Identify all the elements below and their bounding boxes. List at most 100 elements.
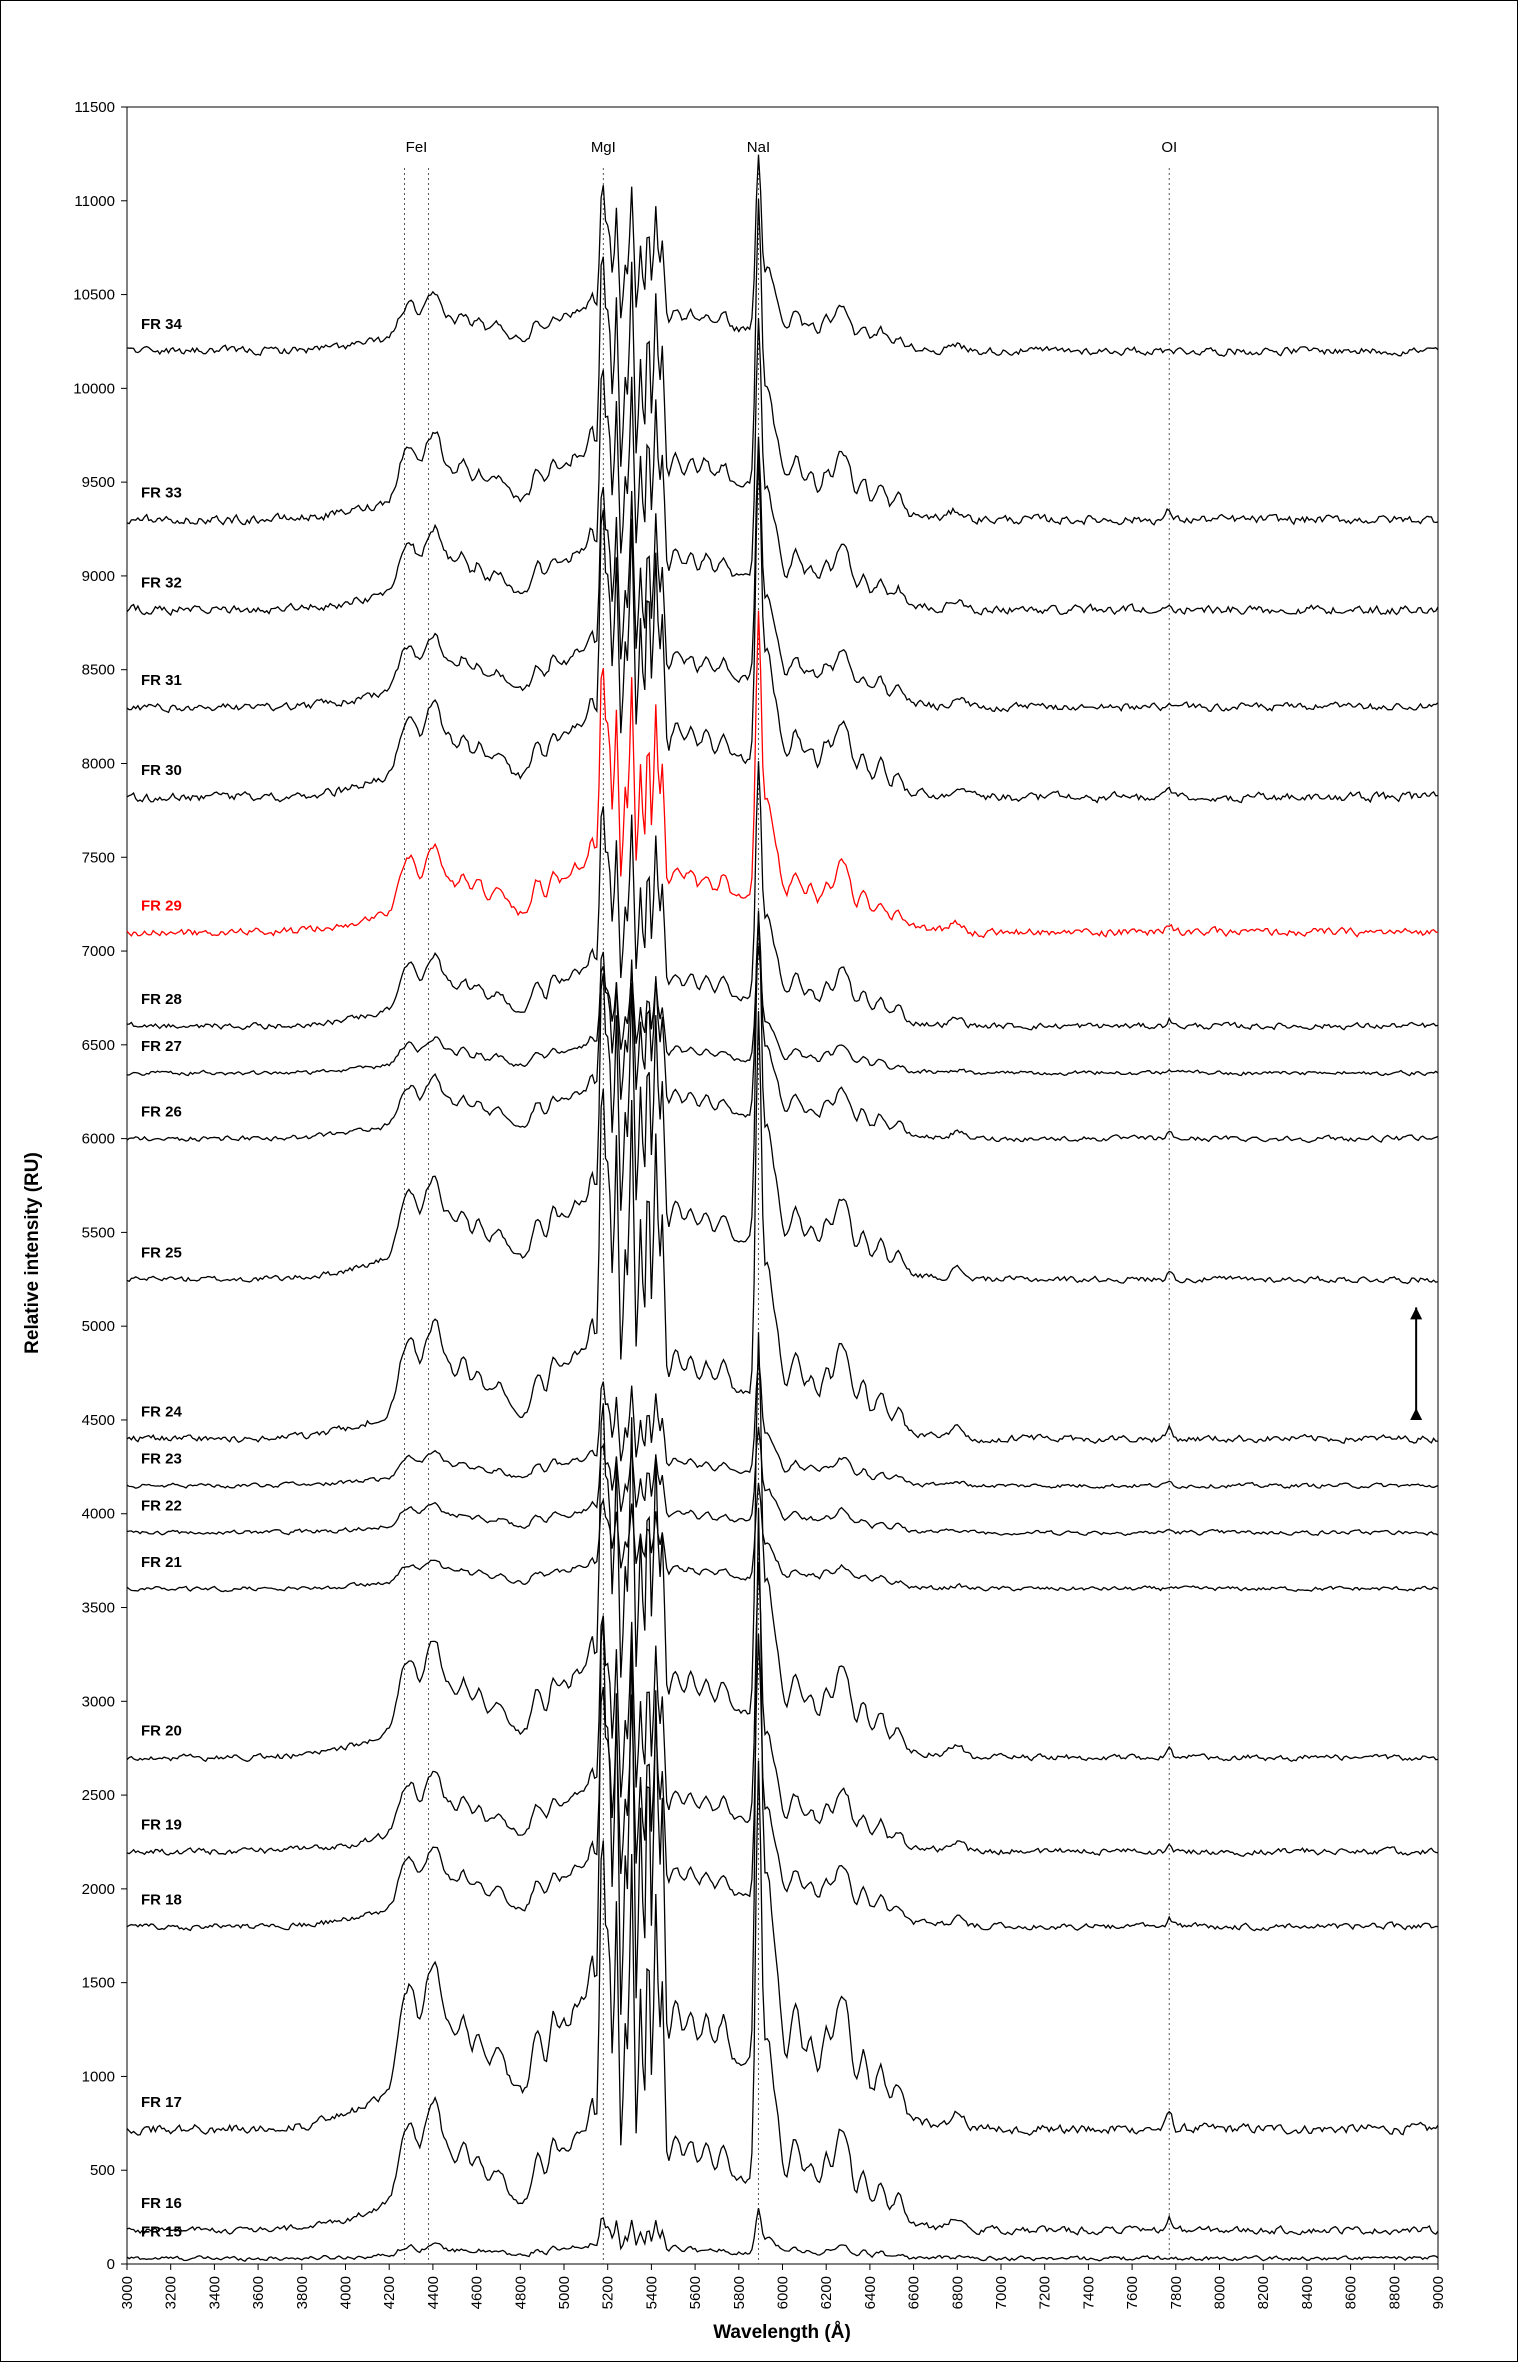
series-label: FR 30 — [141, 762, 182, 779]
series-label: FR 15 — [141, 2223, 182, 2240]
x-tick-label: 3400 — [206, 2276, 223, 2309]
series-label: FR 23 — [141, 1451, 182, 1468]
reference-line-label: OI — [1161, 139, 1177, 156]
scale-arrow-head-bottom — [1410, 1407, 1423, 1420]
x-tick-label: 4400 — [425, 2276, 442, 2309]
x-tick-label: 6400 — [862, 2276, 879, 2309]
series-line — [126, 154, 1439, 357]
series-line — [126, 1332, 1439, 1763]
series-line — [126, 198, 1439, 526]
reference-lines: FeI MgI NaI OI — [403, 139, 1177, 2264]
series-label: FR 21 — [141, 1554, 182, 1571]
series-label: FR 17 — [141, 2094, 182, 2111]
y-tick-label: 7500 — [82, 849, 115, 866]
series-label: FR 28 — [141, 991, 182, 1008]
series-label: FR 34 — [141, 316, 183, 333]
x-tick-label: 8800 — [1386, 2276, 1403, 2309]
x-tick-label: 5600 — [687, 2276, 704, 2309]
x-tick-label: 3000 — [119, 2276, 136, 2309]
x-tick-label: 6800 — [949, 2276, 966, 2309]
y-tick-label: 3000 — [82, 1693, 115, 1710]
series-label: FR 24 — [141, 1404, 183, 1421]
x-tick-label: 4000 — [338, 2276, 355, 2309]
x-tick-label: 8200 — [1255, 2276, 1272, 2309]
series-line — [126, 1011, 1439, 1444]
y-tick-label: 8000 — [82, 755, 115, 772]
y-tick-label: 0 — [107, 2256, 115, 2273]
series-labels: FR 15 FR 16 FR 17 FR 18 FR 19 FR 20 FR 21 FR 22… — [141, 316, 183, 2241]
series-line — [126, 1507, 1439, 2136]
scale-arrow-head-top — [1410, 1307, 1423, 1320]
series-line — [126, 912, 1439, 1144]
y-tick-label: 11000 — [74, 193, 115, 210]
x-tick-label: 8000 — [1212, 2276, 1229, 2309]
y-tick-label: 1000 — [82, 2068, 115, 2085]
series-label: FR 20 — [141, 1723, 182, 1740]
x-tick-label: 8600 — [1343, 2276, 1360, 2309]
series-label: FR 16 — [141, 2195, 182, 2212]
x-tick-label: 4600 — [469, 2276, 486, 2309]
x-tick-label: 6600 — [906, 2276, 923, 2309]
x-tick-label: 3200 — [163, 2276, 180, 2309]
series-label: FR 27 — [141, 1038, 182, 1055]
x-tick-label: 3800 — [294, 2276, 311, 2309]
series-label: FR 26 — [141, 1104, 182, 1121]
x-tick-label: 4800 — [512, 2276, 529, 2309]
series-line — [126, 318, 1439, 617]
series-label: FR 29 — [141, 897, 182, 914]
reference-line-label: MgI — [591, 139, 616, 156]
series-line — [126, 1426, 1439, 1537]
y-tick-label: 7000 — [82, 943, 115, 960]
plot-area-border — [126, 106, 1439, 2265]
series-line — [126, 761, 1439, 1031]
series-label: FR 33 — [141, 485, 182, 502]
series-line — [126, 1634, 1439, 1932]
y-tick-label: 9000 — [82, 568, 115, 585]
y-tick-label: 4000 — [82, 1506, 115, 1523]
series-line — [126, 910, 1439, 1285]
y-tick-label: 9500 — [82, 474, 115, 491]
x-tick-label: 6000 — [775, 2276, 792, 2309]
series-line — [126, 1482, 1439, 1593]
x-tick-label: 5200 — [600, 2276, 617, 2309]
x-tick-label: 7400 — [1080, 2276, 1097, 2309]
y-tick-label: 1500 — [82, 1975, 115, 1992]
y-tick-label: 5500 — [82, 1224, 115, 1241]
y-tick-label: 500 — [90, 2162, 115, 2179]
y-tick-label: 2000 — [82, 1881, 115, 1898]
plot-axes: 0 500 1000 1500 2000 2500 3000 3500 4000 4500 5000… — [73, 99, 1447, 2309]
y-tick-label: 8500 — [82, 662, 115, 679]
y-tick-label: 3500 — [82, 1600, 115, 1617]
x-tick-label: 7800 — [1168, 2276, 1185, 2309]
y-tick-label: 10500 — [73, 287, 115, 304]
series-line — [126, 454, 1439, 804]
x-tick-label: 8400 — [1299, 2276, 1316, 2309]
series-label: FR 25 — [141, 1244, 182, 1261]
series-label: FR 31 — [141, 672, 182, 689]
x-tick-label: 7200 — [1037, 2276, 1054, 2309]
y-tick-label: 6500 — [82, 1037, 115, 1054]
series-line — [126, 1561, 1439, 1857]
series-line — [126, 1760, 1439, 2236]
y-tick-label: 5000 — [82, 1318, 115, 1335]
series-line — [126, 1357, 1439, 1489]
y-tick-label: 4500 — [82, 1412, 115, 1429]
x-tick-label: 5800 — [731, 2276, 748, 2309]
x-tick-label: 9000 — [1430, 2276, 1447, 2309]
series-line — [126, 436, 1439, 714]
series-line — [126, 610, 1439, 939]
series-group — [126, 154, 1439, 2262]
series-line — [126, 945, 1439, 1077]
x-tick-label: 5000 — [556, 2276, 573, 2309]
y-tick-label: 6000 — [82, 1131, 115, 1148]
x-tick-label: 4200 — [381, 2276, 398, 2309]
reference-line-label: FeI — [406, 139, 428, 156]
series-label: FR 18 — [141, 1891, 182, 1908]
x-axis-label: Wavelength (Å) — [713, 2322, 851, 2343]
y-tick-label: 2500 — [82, 1787, 115, 1804]
x-tick-label: 3600 — [250, 2276, 267, 2309]
x-tick-label: 6200 — [818, 2276, 835, 2309]
reference-line-label: NaI — [747, 139, 770, 156]
